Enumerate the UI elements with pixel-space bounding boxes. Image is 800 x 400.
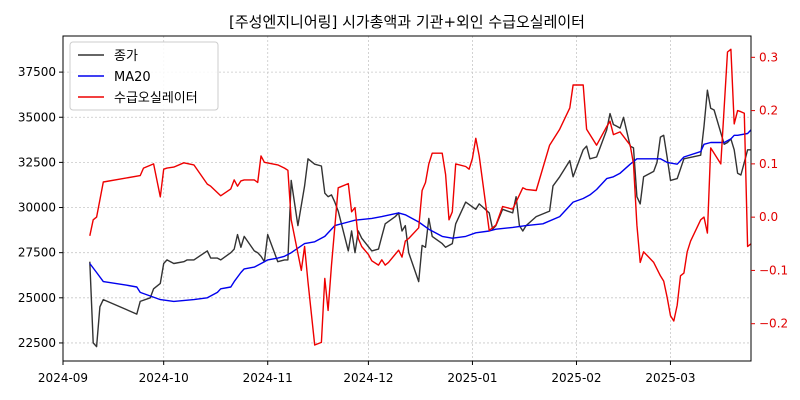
y-left-tick-label: 32500 xyxy=(18,155,56,169)
chart-title: [주성엔지니어링] 시가총액과 기관+외인 수급오실레이터 xyxy=(229,13,585,31)
y-right-tick-label: 0.1 xyxy=(759,157,778,171)
y-axis-left: 22500 25000 27500 30000 32500 35000 37500 xyxy=(18,65,63,350)
y-left-tick-label: 35000 xyxy=(18,110,56,124)
x-tick-label: 2024-10 xyxy=(139,371,189,385)
series-line-1 xyxy=(89,89,751,348)
legend-entry: 수급오실레이터 xyxy=(114,91,198,106)
legend-entry: MA20 xyxy=(114,70,151,85)
legend: 종가 MA20 수급오실레이터 xyxy=(69,41,219,111)
legend-box xyxy=(69,41,219,111)
x-tick-label: 2025-03 xyxy=(645,371,695,385)
x-tick-label: 2024-09 xyxy=(38,371,88,385)
y-right-tick-label: 0.2 xyxy=(759,104,778,118)
x-tick-label: 2024-12 xyxy=(343,371,393,385)
y-right-tick-label: −0.2 xyxy=(759,317,788,331)
x-tick-label: 2024-11 xyxy=(243,371,293,385)
series-layer xyxy=(89,48,752,348)
y-left-tick-label: 30000 xyxy=(18,201,56,215)
series-line-2 xyxy=(89,129,752,303)
x-axis: 2024-09 2024-10 2024-11 2024-12 2025-01 2025-… xyxy=(38,361,696,385)
y-left-tick-label: 37500 xyxy=(18,65,56,79)
y-axis-right: −0.2 −0.1 0.0 0.1 0.2 0.3 xyxy=(751,50,788,331)
y-left-tick-label: 25000 xyxy=(18,291,56,305)
y-right-tick-label: 0.0 xyxy=(759,210,778,224)
plot-frame xyxy=(62,35,752,362)
y-left-tick-label: 27500 xyxy=(18,246,56,260)
x-tick-label: 2025-01 xyxy=(447,371,497,385)
y-right-tick-label: −0.1 xyxy=(759,263,788,277)
x-tick-label: 2025-02 xyxy=(551,371,601,385)
y-left-tick-label: 22500 xyxy=(18,336,56,350)
legend-entry: 종가 xyxy=(114,49,138,64)
y-right-tick-label: 0.3 xyxy=(759,50,778,64)
series-line-3 xyxy=(89,48,752,346)
